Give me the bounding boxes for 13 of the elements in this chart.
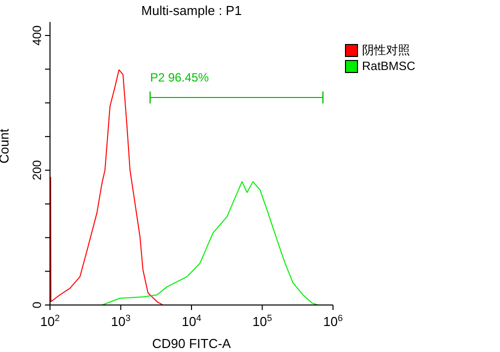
x-tick-label: 10$^{4}$ — [182, 313, 202, 329]
x-tick-label: 10$^{3}$ — [111, 313, 130, 329]
legend-label: 阴性对照 — [362, 42, 410, 58]
x-tick-label: 10$^{5}$ — [252, 313, 272, 329]
y-tick-label: 200 — [30, 160, 44, 180]
chart-title: Multi-sample : P1 — [140, 3, 243, 18]
legend-label: RatBMSC — [362, 58, 416, 74]
annotation: P2 96.45% — [150, 70, 210, 84]
x-tick-label: 10$^{6}$ — [323, 313, 343, 329]
y-tick-label: 0 — [30, 301, 44, 308]
x-axis-title: CD90 FITC-A — [152, 336, 232, 351]
x-tick-label: 10$^{2}$ — [40, 313, 60, 329]
y-tick-label: 400 — [30, 25, 44, 46]
